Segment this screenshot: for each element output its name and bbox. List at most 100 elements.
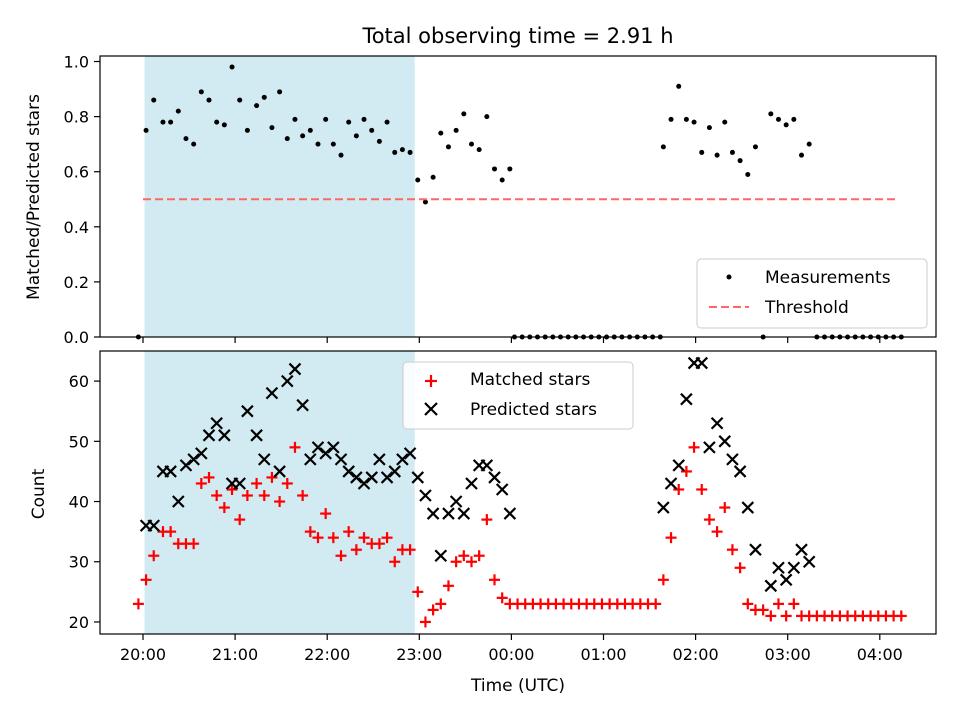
- measurement-point: [168, 119, 174, 125]
- measurement-point: [353, 133, 359, 139]
- measurement-point: [244, 127, 250, 133]
- predicted-point: [419, 489, 432, 502]
- measurement-point: [737, 158, 743, 164]
- predicted-point: [373, 453, 386, 466]
- measurement-point: [237, 97, 243, 103]
- measurement-point: [221, 122, 227, 128]
- matched-point: [274, 496, 286, 508]
- predicted-point: [772, 561, 785, 575]
- predicted-point: [342, 465, 355, 478]
- count-x-ticks: 20:00 21:00 22:00 23:00 00:00 01:00 02:00 03:00…: [120, 634, 903, 664]
- measurement-point: [143, 127, 149, 133]
- matched-point: [450, 556, 462, 568]
- predicted-point: [802, 555, 816, 569]
- predicted-point: [733, 465, 747, 478]
- predicted-point: [495, 483, 509, 496]
- measurement-point: [415, 177, 421, 183]
- predicted-point: [442, 507, 455, 520]
- legend-label-threshold: Threshold: [764, 298, 849, 318]
- measurement-point: [492, 166, 498, 172]
- predicted-point: [503, 507, 517, 520]
- measurement-point: [806, 141, 812, 147]
- measurement-point: [175, 108, 181, 114]
- measurement-point: [668, 116, 674, 122]
- predicted-point: [795, 543, 808, 556]
- matched-point: [427, 604, 439, 616]
- ratio-y-ticks: 0.0 0.2 0.4 0.6 0.8 1.0: [64, 53, 100, 347]
- predicted-point: [680, 392, 693, 406]
- measurement-point: [338, 152, 344, 158]
- measurement-point: [376, 138, 382, 144]
- measurement-point: [799, 152, 805, 158]
- matched-point: [304, 526, 316, 538]
- legend-marker-measurements: [726, 274, 732, 280]
- measurement-point: [346, 119, 352, 125]
- measurement-point: [461, 111, 467, 117]
- measurement-point: [445, 144, 451, 150]
- matched-point: [251, 477, 263, 489]
- x-tick-label: 23:00: [396, 645, 442, 664]
- matched-point: [496, 592, 508, 604]
- matched-point: [165, 526, 177, 538]
- measurement-point: [745, 171, 751, 177]
- predicted-point: [210, 416, 223, 430]
- measurement-point: [507, 166, 513, 172]
- matched-point: [665, 532, 677, 544]
- y-tick-label: 0.8: [64, 108, 89, 127]
- matched-point: [312, 532, 324, 544]
- predicted-point: [726, 453, 739, 466]
- measurement-point: [499, 177, 505, 183]
- y-tick-label: 50: [69, 432, 89, 451]
- predicted-point: [396, 453, 409, 466]
- predicted-point: [327, 441, 340, 454]
- predicted-point: [787, 561, 801, 575]
- predicted-point: [265, 386, 279, 400]
- count-panel-frame: [99, 350, 937, 635]
- predicted-point: [311, 441, 325, 454]
- measurement-point: [468, 141, 474, 147]
- measurement-point: [484, 114, 490, 120]
- matched-point: [281, 477, 293, 489]
- matched-point: [320, 508, 332, 520]
- matched-point: [412, 586, 424, 598]
- measurement-point: [183, 136, 189, 142]
- predicted-point: [241, 404, 254, 418]
- matched-point: [258, 490, 270, 502]
- x-tick-label: 21:00: [212, 645, 258, 664]
- matched-point: [266, 471, 278, 483]
- measurement-point: [261, 94, 267, 100]
- legend-label-measurements: Measurements: [765, 268, 891, 288]
- matched-point: [218, 502, 230, 514]
- ratio-panel-highlight: [144, 56, 415, 337]
- measurement-point: [453, 127, 459, 133]
- predicted-point: [672, 459, 685, 472]
- count-y-label: Count: [29, 468, 49, 519]
- predicted-point: [304, 453, 317, 466]
- measurement-point: [438, 130, 444, 136]
- predicted-point: [695, 356, 709, 370]
- measurement-point: [768, 111, 774, 117]
- matched-point: [381, 532, 393, 544]
- legend-label-matched: Matched stars: [470, 370, 590, 390]
- matched-point: [680, 465, 692, 477]
- measurement-point: [706, 125, 712, 131]
- measurement-point: [660, 144, 666, 150]
- chart-title: Total observing time = 2.91 h: [361, 24, 673, 48]
- predicted-point: [218, 429, 231, 442]
- ratio-panel: 0.0 0.2 0.4 0.6 0.8 1.0 Matched/Predicted sta…: [24, 53, 937, 347]
- predicted-point: [426, 507, 440, 520]
- predicted-point: [257, 453, 271, 466]
- matched-point: [673, 483, 685, 495]
- matched-point: [726, 544, 738, 556]
- y-tick-label: 0.4: [64, 218, 89, 237]
- predicted-point: [250, 429, 263, 442]
- y-tick-label: 1.0: [64, 53, 89, 72]
- predicted-point: [281, 374, 294, 388]
- predicted-point: [334, 453, 348, 466]
- measurement-point: [369, 127, 375, 133]
- matched-point: [289, 441, 301, 453]
- predicted-point: [710, 416, 724, 430]
- matched-point: [696, 483, 708, 495]
- x-tick-label: 03:00: [765, 645, 811, 664]
